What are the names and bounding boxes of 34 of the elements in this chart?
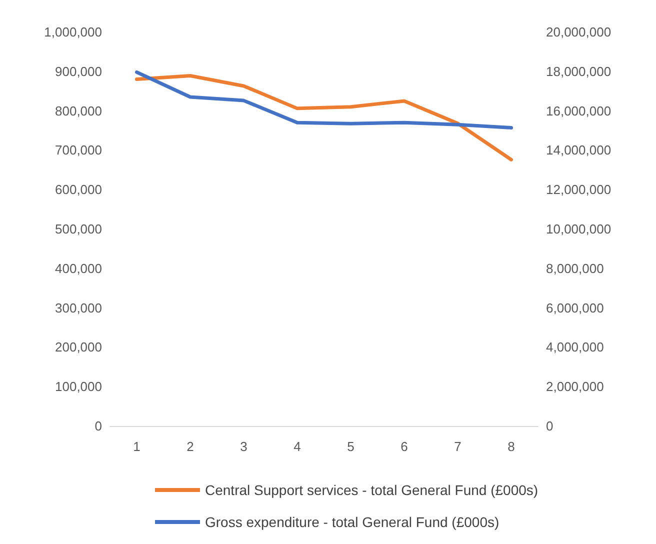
y2-tick-label: 18,000,000 (546, 64, 612, 79)
x-tick-label: 8 (508, 439, 515, 454)
x-tick-label: 3 (240, 439, 248, 454)
y-tick-label: 700,000 (55, 142, 102, 158)
line-series (135, 74, 513, 162)
y-tick-label: 500,000 (55, 222, 102, 236)
y2-tick-label: 2,000,000 (546, 379, 604, 394)
y2-tick-label: 4,000,000 (546, 340, 604, 355)
y2-tick-label: 8,000,000 (546, 260, 604, 276)
x-tick-label: 4 (294, 439, 301, 454)
x-tick-label: 1 (133, 439, 140, 454)
y-tick-label: 100,000 (55, 379, 102, 394)
y2-tick-label: 14,000,000 (546, 142, 612, 158)
line-series (135, 70, 513, 130)
y-tick-label: 800,000 (55, 103, 102, 118)
x-tick-label: 2 (186, 439, 194, 454)
legend-label: Central Support services - total General Fund (£000s) (205, 482, 538, 498)
y2-tick-label: 10,000,000 (546, 222, 612, 236)
x-tick-label: 5 (347, 439, 354, 454)
y-tick-label: 300,000 (55, 300, 102, 316)
y-tick-label: 1,000,000 (44, 24, 102, 40)
y2-tick-label: 6,000,000 (546, 300, 604, 316)
y-tick-label: 400,000 (55, 260, 102, 276)
y2-tick-label: 12,000,000 (546, 182, 612, 198)
y-tick-label: 200,000 (55, 340, 102, 355)
y-tick-label: 900,000 (55, 64, 102, 79)
legend-label: Gross expenditure - total General Fund (£000s) (205, 514, 500, 530)
y2-tick-label: 20,000,000 (546, 24, 612, 40)
y2-tick-label: 0 (546, 418, 554, 434)
x-tick-label: 7 (454, 439, 462, 454)
y-tick-label: 0 (94, 418, 102, 434)
y-tick-label: 600,000 (55, 182, 102, 198)
x-tick-label: 6 (400, 439, 408, 454)
y2-tick-label: 16,000,000 (546, 103, 612, 118)
